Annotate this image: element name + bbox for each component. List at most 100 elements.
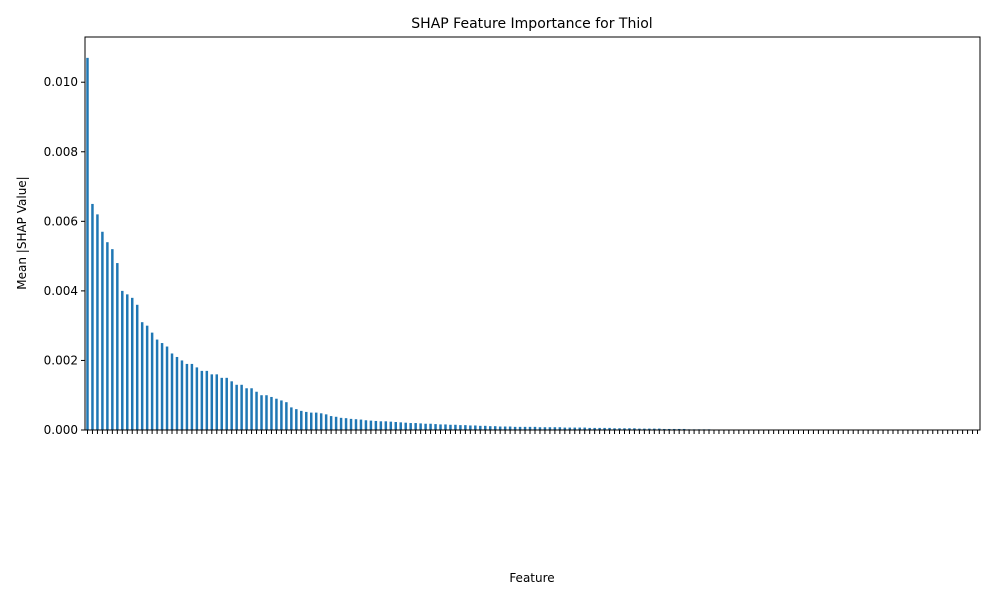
y-tick-label: 0.000 bbox=[44, 423, 78, 437]
bar bbox=[334, 416, 338, 430]
bar bbox=[394, 422, 398, 430]
bar bbox=[459, 425, 462, 430]
bar bbox=[374, 420, 378, 430]
bar bbox=[558, 427, 562, 430]
bar bbox=[633, 428, 636, 430]
bar bbox=[270, 396, 273, 430]
bar bbox=[220, 377, 223, 430]
bar bbox=[608, 427, 611, 430]
bar bbox=[295, 409, 298, 430]
bar bbox=[533, 426, 537, 430]
bar bbox=[628, 428, 631, 430]
bar bbox=[205, 370, 209, 430]
bar bbox=[111, 249, 114, 430]
bar bbox=[682, 428, 686, 430]
bar bbox=[240, 384, 243, 430]
bar bbox=[116, 263, 119, 430]
bar bbox=[603, 427, 606, 430]
bar bbox=[160, 343, 164, 430]
bar bbox=[185, 363, 189, 430]
bar bbox=[305, 411, 308, 430]
bar bbox=[180, 360, 184, 430]
bar bbox=[329, 416, 333, 430]
bar bbox=[672, 428, 676, 430]
bar bbox=[384, 421, 388, 430]
bar bbox=[513, 426, 517, 430]
x-axis-label: Feature bbox=[509, 571, 554, 585]
bar bbox=[419, 423, 422, 430]
y-tick-label: 0.004 bbox=[44, 284, 78, 298]
y-tick-label: 0.006 bbox=[44, 214, 78, 228]
bar bbox=[349, 418, 353, 430]
bar bbox=[195, 367, 199, 430]
bar bbox=[369, 420, 373, 430]
bar bbox=[493, 426, 497, 430]
bar bbox=[260, 395, 263, 430]
bar bbox=[86, 57, 89, 431]
bar bbox=[593, 427, 596, 430]
bar bbox=[290, 407, 293, 430]
bar bbox=[324, 414, 328, 430]
y-tick-label: 0.008 bbox=[44, 145, 78, 159]
bar bbox=[121, 290, 124, 430]
bar bbox=[175, 356, 179, 430]
bar bbox=[106, 242, 109, 430]
bar bbox=[543, 427, 547, 430]
bar bbox=[344, 418, 348, 430]
y-tick-label: 0.002 bbox=[44, 353, 78, 367]
bar bbox=[578, 427, 581, 430]
bar bbox=[265, 395, 268, 430]
bar bbox=[364, 420, 368, 430]
bar bbox=[488, 426, 492, 430]
bar bbox=[548, 427, 552, 430]
bar bbox=[155, 339, 159, 430]
bar bbox=[538, 427, 542, 430]
y-axis-label: Mean |SHAP Value| bbox=[15, 176, 29, 289]
bar bbox=[414, 423, 417, 430]
bar bbox=[339, 417, 343, 430]
bar bbox=[255, 391, 258, 430]
bar bbox=[235, 384, 238, 430]
bar bbox=[429, 423, 432, 430]
bar bbox=[126, 294, 129, 430]
bar bbox=[588, 427, 591, 430]
bar bbox=[300, 410, 303, 430]
plot-frame bbox=[84, 36, 981, 431]
bar bbox=[454, 424, 457, 430]
bar bbox=[638, 428, 641, 430]
bar bbox=[469, 425, 472, 430]
bar bbox=[145, 325, 149, 430]
bar bbox=[474, 425, 477, 430]
bar bbox=[319, 413, 323, 430]
bar bbox=[424, 423, 427, 430]
bar bbox=[439, 424, 442, 430]
chart-title: SHAP Feature Importance for Thiol bbox=[411, 16, 652, 32]
bar bbox=[389, 421, 393, 430]
bar bbox=[409, 423, 412, 430]
bar bbox=[215, 374, 219, 430]
bar bbox=[101, 231, 104, 430]
bar bbox=[135, 304, 139, 430]
bar bbox=[618, 428, 621, 430]
bar bbox=[354, 419, 358, 430]
bar bbox=[568, 427, 572, 430]
bar bbox=[210, 374, 214, 430]
bar bbox=[434, 424, 437, 430]
bar bbox=[314, 412, 318, 430]
bar bbox=[165, 346, 169, 430]
bar bbox=[91, 203, 94, 430]
bar bbox=[96, 214, 99, 430]
bar bbox=[464, 425, 467, 430]
bar bbox=[613, 428, 616, 430]
bar bbox=[677, 428, 681, 430]
bar bbox=[404, 422, 407, 430]
bar bbox=[498, 426, 502, 430]
bar bbox=[479, 425, 482, 430]
bar bbox=[444, 424, 447, 430]
bar bbox=[523, 426, 527, 430]
bar bbox=[275, 398, 278, 430]
bar bbox=[484, 425, 487, 430]
bar bbox=[230, 381, 233, 430]
bar bbox=[553, 427, 557, 430]
